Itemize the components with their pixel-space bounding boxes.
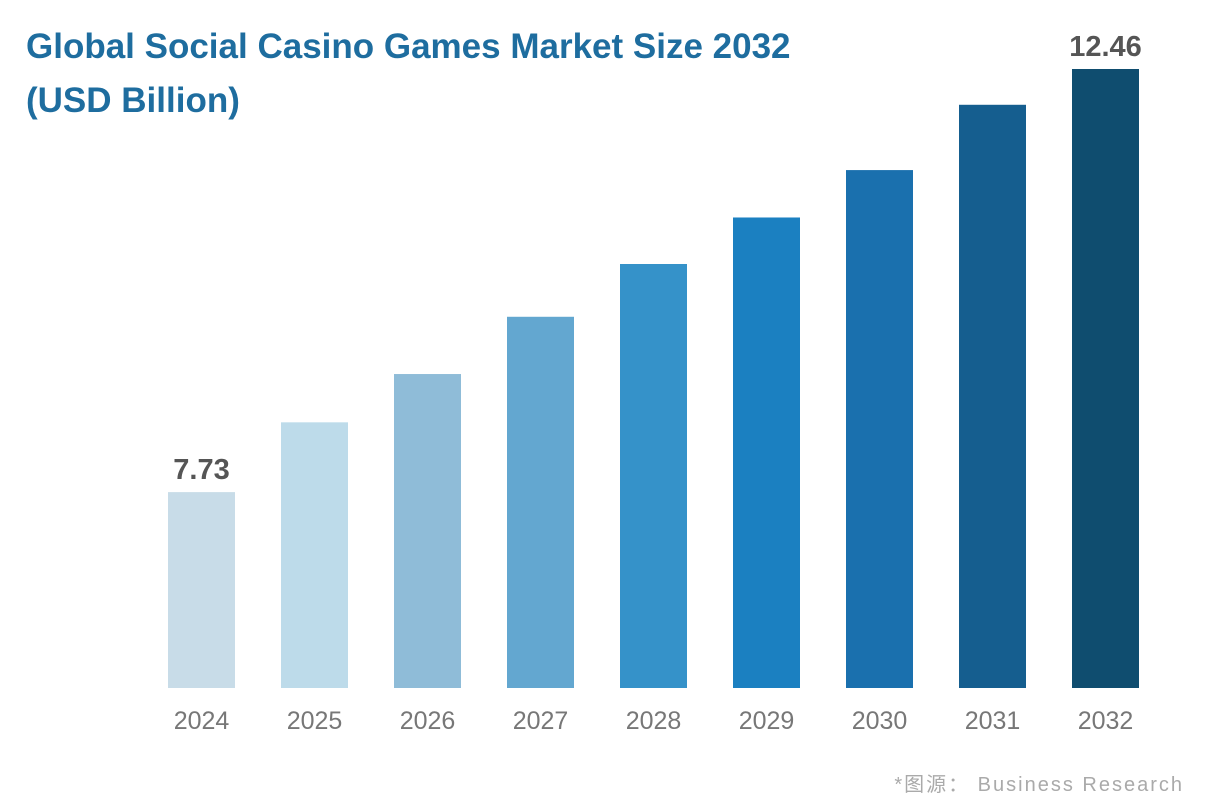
x-tick-label: 2030	[852, 707, 908, 735]
bar-2029	[733, 217, 800, 688]
x-tick-label: 2026	[400, 707, 456, 735]
bar-2028	[620, 264, 687, 688]
bar-2026	[394, 374, 461, 688]
bar-2031	[959, 104, 1026, 689]
bar-2027	[507, 316, 574, 688]
x-tick-label: 2032	[1078, 707, 1134, 735]
x-tick-label: 2025	[287, 707, 343, 735]
data-label-2032: 12.46	[1069, 31, 1142, 63]
bar-2024	[168, 492, 235, 688]
data-label-2024: 7.73	[173, 454, 229, 486]
x-tick-label: 2024	[174, 707, 230, 735]
x-tick-label: 2027	[513, 707, 569, 735]
bar-2032	[1072, 69, 1139, 688]
chart-title: Global Social Casino Games Market Size 2…	[26, 27, 791, 120]
x-tick-label: 2028	[626, 707, 682, 735]
source-note: *图源： Business Research	[894, 774, 1184, 796]
bar-2025	[281, 422, 348, 688]
x-tick-label: 2029	[739, 707, 795, 735]
x-tick-label: 2031	[965, 707, 1021, 735]
bar-2030	[846, 170, 913, 689]
